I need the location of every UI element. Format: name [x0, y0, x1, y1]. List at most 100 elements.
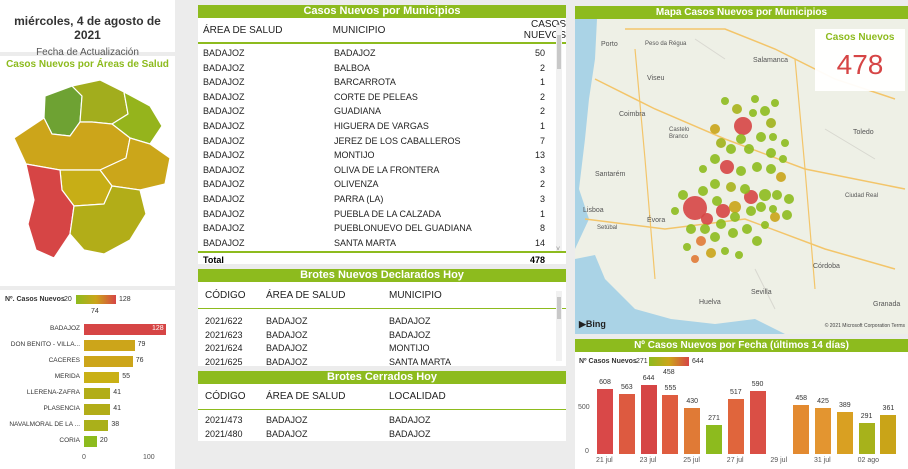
table-row[interactable]: BADAJOZ BARCARROTA 1 — [198, 75, 566, 90]
map-bubble[interactable] — [752, 162, 762, 172]
map-bubble[interactable] — [698, 186, 708, 196]
areas-choropleth-map[interactable] — [0, 74, 175, 284]
map-bubble[interactable] — [766, 118, 776, 128]
map-bubble[interactable] — [770, 212, 780, 222]
area-bar[interactable] — [84, 356, 133, 367]
map-bubble[interactable] — [710, 154, 720, 164]
map-bubble[interactable] — [766, 164, 776, 174]
map-bubble[interactable] — [760, 106, 770, 116]
map-bubble[interactable] — [740, 184, 750, 194]
map-bubble[interactable] — [756, 132, 766, 142]
area-bar[interactable] — [84, 324, 166, 335]
map-bubble[interactable] — [759, 189, 771, 201]
col-municipio[interactable]: MUNICIPIO — [389, 289, 442, 301]
date-bar[interactable] — [815, 408, 831, 454]
municipios-scroll-up[interactable]: ˄ — [556, 21, 561, 28]
map-bubble[interactable] — [784, 194, 794, 204]
map-bubble[interactable] — [744, 190, 758, 204]
brotes-nuevos-scroll-thumb[interactable] — [557, 297, 561, 319]
table-row[interactable]: 2021/480 BADAJOZ BADAJOZ — [198, 428, 566, 442]
area-bar[interactable] — [84, 372, 120, 383]
area-bar[interactable] — [84, 388, 111, 399]
map-bubble[interactable] — [712, 196, 722, 206]
map-bubble[interactable] — [699, 165, 707, 173]
map-bubble[interactable] — [766, 148, 776, 158]
table-row[interactable]: BADAJOZ OLIVENZA 2 — [198, 177, 566, 192]
map-bubble[interactable] — [678, 190, 688, 200]
table-row[interactable]: BADAJOZ HIGUERA DE VARGAS 1 — [198, 119, 566, 134]
table-row[interactable]: BADAJOZ MONTIJO 13 — [198, 148, 566, 163]
date-bar[interactable] — [749, 390, 766, 454]
area-bar[interactable] — [84, 340, 135, 351]
date-bar[interactable] — [618, 393, 635, 454]
map-bubble[interactable] — [721, 247, 729, 255]
municipios-scrollbar[interactable] — [556, 25, 562, 251]
col-casos[interactable]: CASOS NUEVOS — [523, 19, 566, 41]
table-row[interactable]: 2021/622 BADAJOZ BADAJOZ — [198, 315, 566, 329]
brotes-nuevos-scrollbar[interactable] — [556, 291, 562, 361]
map-bubble[interactable] — [734, 117, 752, 135]
map-bubble[interactable] — [728, 228, 738, 238]
table-row[interactable]: 2021/623 BADAJOZ BADAJOZ — [198, 329, 566, 343]
map-bubble[interactable] — [716, 138, 726, 148]
table-row[interactable]: 2021/624 BADAJOZ MONTIJO — [198, 342, 566, 356]
map-bubble[interactable] — [752, 236, 762, 246]
municipios-scroll-down[interactable]: ˅ — [556, 246, 561, 253]
map-bubble[interactable] — [710, 232, 720, 242]
map-bubble[interactable] — [769, 133, 777, 141]
table-row[interactable]: BADAJOZ PUEBLONUEVO DEL GUADIANA 8 — [198, 221, 566, 236]
area-bar[interactable] — [84, 404, 111, 415]
table-row[interactable]: BADAJOZ PUEBLA DE LA CALZADA 1 — [198, 207, 566, 222]
date-bar[interactable] — [727, 398, 744, 454]
map-bubble[interactable] — [726, 182, 736, 192]
map-bubble[interactable] — [776, 172, 786, 182]
date-bar[interactable] — [880, 415, 897, 454]
map-bubble[interactable] — [735, 251, 743, 259]
col-area-salud[interactable]: ÁREA DE SALUD — [266, 289, 346, 301]
area-bar[interactable] — [84, 436, 97, 447]
map-bubble[interactable] — [726, 144, 736, 154]
map-bubble[interactable] — [720, 160, 734, 174]
table-row[interactable]: BADAJOZ BADAJOZ 50 — [198, 46, 566, 61]
col-area[interactable]: ÁREA DE SALUD — [203, 24, 283, 36]
map-bubble[interactable] — [769, 205, 777, 213]
map-bubble[interactable] — [691, 255, 699, 263]
date-bar[interactable] — [706, 424, 722, 454]
map-bubble[interactable] — [730, 212, 740, 222]
map-bubble[interactable] — [749, 109, 757, 117]
map-bubble[interactable] — [781, 139, 789, 147]
date-bar[interactable] — [858, 422, 875, 454]
map-bubble[interactable] — [771, 99, 779, 107]
date-bar[interactable] — [662, 394, 679, 454]
table-row[interactable]: BADAJOZ PARRA (LA) 3 — [198, 192, 566, 207]
map-bubble[interactable] — [756, 202, 766, 212]
map-bubble[interactable] — [732, 104, 742, 114]
municipios-scroll-thumb[interactable] — [557, 35, 561, 69]
map-bubble[interactable] — [671, 207, 679, 215]
map-bubble[interactable] — [736, 166, 746, 176]
table-row[interactable]: BADAJOZ SANTA MARTA 14 — [198, 236, 566, 251]
map-bubble[interactable] — [686, 224, 696, 234]
map-canvas[interactable]: Porto Peso da Régua Salamanca Viseu Coim… — [575, 19, 908, 334]
map-bubble[interactable] — [710, 179, 720, 189]
table-row[interactable]: BADAJOZ GUADIANA 2 — [198, 104, 566, 119]
map-bubble[interactable] — [742, 224, 752, 234]
area-bar[interactable] — [84, 420, 109, 431]
map-bubble[interactable] — [701, 213, 713, 225]
map-bubble[interactable] — [746, 206, 756, 216]
map-bubble[interactable] — [744, 144, 754, 154]
map-bubble[interactable] — [716, 219, 726, 229]
map-bubble[interactable] — [736, 134, 746, 144]
map-bubble[interactable] — [729, 201, 741, 213]
map-bubble[interactable] — [706, 248, 716, 258]
map-bubble[interactable] — [751, 95, 759, 103]
date-bar[interactable] — [640, 385, 657, 454]
map-bubble[interactable] — [779, 155, 787, 163]
table-row[interactable]: BADAJOZ OLIVA DE LA FRONTERA 3 — [198, 163, 566, 178]
col-municipio[interactable]: MUNICIPIO — [332, 24, 386, 36]
map-bubble[interactable] — [683, 243, 691, 251]
map-bubble[interactable] — [761, 221, 769, 229]
map-bubble[interactable] — [710, 124, 720, 134]
date-bar[interactable] — [684, 407, 701, 454]
map-bubble[interactable] — [696, 236, 706, 246]
